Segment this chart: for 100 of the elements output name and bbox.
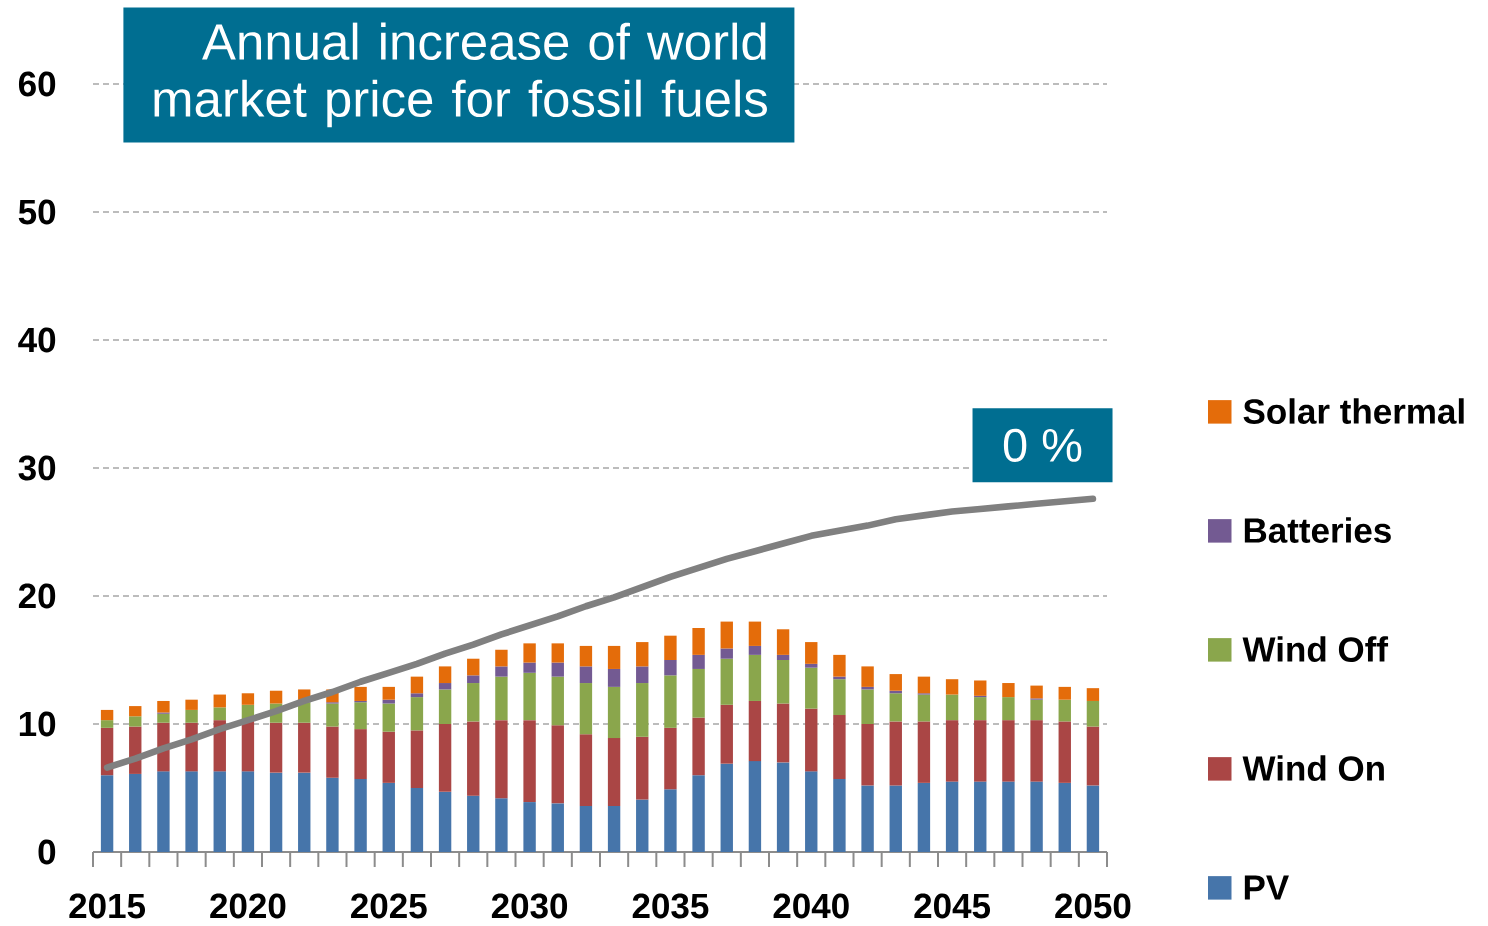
bar [438, 724, 452, 792]
bar [185, 709, 198, 723]
bar [157, 771, 170, 852]
bar [607, 738, 621, 806]
chart-title: Annual increase of world market price for fossil fuels [154, 22, 767, 128]
bar [241, 720, 255, 772]
bar [579, 805, 593, 852]
y-tick-label: 20 [18, 583, 56, 609]
bar [974, 720, 987, 782]
bar [467, 675, 480, 684]
bar [1086, 726, 1100, 786]
bar [861, 785, 874, 852]
x-tick-label: 2045 [914, 893, 991, 919]
y-tick-label: 60 [18, 71, 56, 97]
bar [551, 803, 564, 852]
x-tick-label: 2015 [69, 893, 146, 919]
bar [438, 791, 452, 852]
bar [100, 709, 114, 721]
bar [664, 660, 677, 676]
bar [523, 802, 536, 852]
bar [1030, 699, 1043, 721]
y-tick-label: 30 [18, 455, 56, 481]
bar [1030, 685, 1043, 699]
bar [185, 699, 198, 710]
legend-label: PV [1244, 875, 1289, 900]
bar [776, 629, 790, 655]
bar [382, 699, 395, 704]
x-tick-label: 2040 [773, 893, 849, 919]
y-tick-label: 50 [18, 199, 56, 225]
bar [100, 775, 114, 852]
bar [213, 771, 226, 852]
bar [579, 683, 593, 735]
bar [298, 772, 311, 852]
bar [748, 700, 762, 762]
bar [438, 689, 452, 724]
bar [692, 668, 705, 718]
bar [805, 663, 818, 668]
bar [1002, 720, 1015, 782]
bar [833, 654, 846, 677]
bar [410, 697, 424, 731]
bar [692, 627, 705, 655]
bar [664, 635, 677, 660]
bar [692, 775, 705, 852]
bar [495, 666, 508, 677]
bar [861, 689, 874, 724]
bar [607, 668, 621, 687]
bar [861, 666, 874, 687]
bar [495, 720, 508, 799]
bar [354, 702, 367, 730]
bar [1086, 688, 1100, 701]
bar [551, 676, 564, 726]
bar [945, 720, 959, 782]
bar [551, 662, 564, 677]
bar [326, 703, 339, 727]
bar [438, 666, 452, 684]
bar [157, 700, 170, 713]
bar [1058, 782, 1071, 852]
bar [664, 727, 677, 790]
bar [692, 654, 705, 669]
bar [495, 798, 508, 852]
bar [495, 649, 508, 667]
bar [523, 720, 536, 803]
bar [889, 721, 902, 786]
bar [100, 720, 114, 728]
bar [833, 779, 846, 852]
x-tick-label: 2050 [1055, 893, 1131, 919]
bar [354, 686, 367, 701]
bar [523, 643, 536, 663]
bar [636, 642, 649, 667]
bar [748, 621, 762, 646]
bar [326, 777, 339, 852]
bar [129, 716, 142, 727]
bar [269, 722, 283, 773]
bar [523, 662, 536, 673]
bar [607, 645, 621, 669]
bar [1002, 781, 1015, 852]
x-tick-label: 2025 [351, 893, 427, 919]
bar [1086, 700, 1100, 727]
bar [607, 805, 621, 852]
bar [636, 666, 649, 684]
bar [776, 703, 790, 763]
bar [776, 762, 790, 852]
bar [889, 674, 902, 691]
bar [889, 785, 902, 852]
bar [213, 694, 226, 708]
bar [776, 660, 790, 704]
bar [157, 713, 170, 723]
bar [551, 725, 564, 804]
bar [1058, 686, 1071, 700]
bar [607, 686, 621, 739]
x-tick-label: 2035 [632, 893, 709, 919]
bar [185, 771, 198, 852]
bar [579, 734, 593, 806]
bar [269, 772, 283, 852]
bar [551, 643, 564, 663]
bar [833, 679, 846, 716]
bar [382, 731, 395, 783]
bar [410, 676, 424, 694]
bar [720, 648, 733, 659]
bar [326, 726, 339, 778]
